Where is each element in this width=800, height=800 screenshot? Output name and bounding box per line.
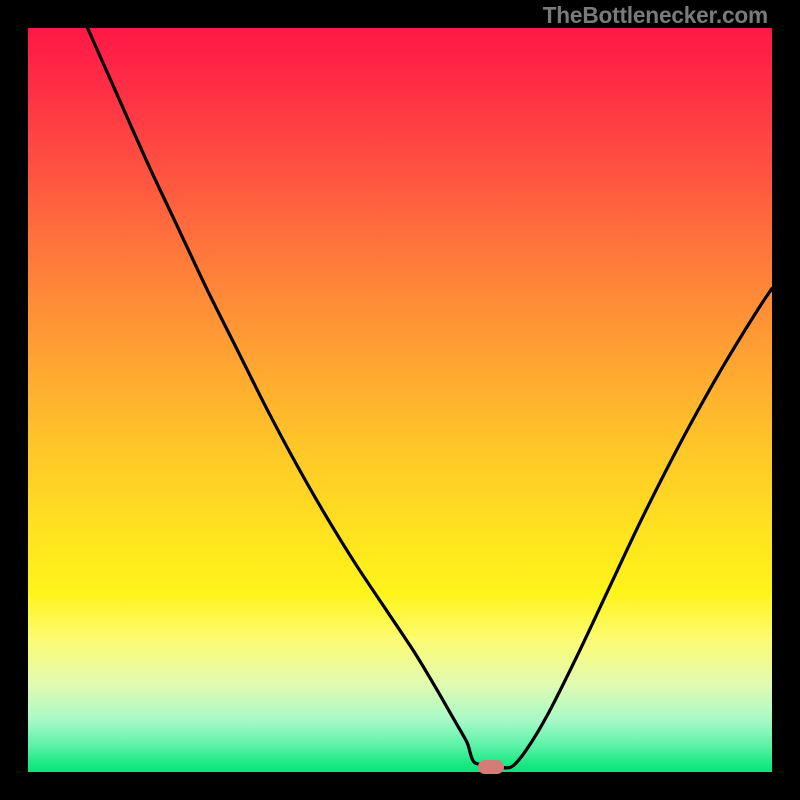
attribution-text: TheBottlenecker.com xyxy=(543,2,768,29)
optimum-marker xyxy=(478,760,504,774)
bottleneck-curve xyxy=(28,28,772,772)
plot-area xyxy=(28,28,772,772)
chart-frame: TheBottlenecker.com xyxy=(0,0,800,800)
